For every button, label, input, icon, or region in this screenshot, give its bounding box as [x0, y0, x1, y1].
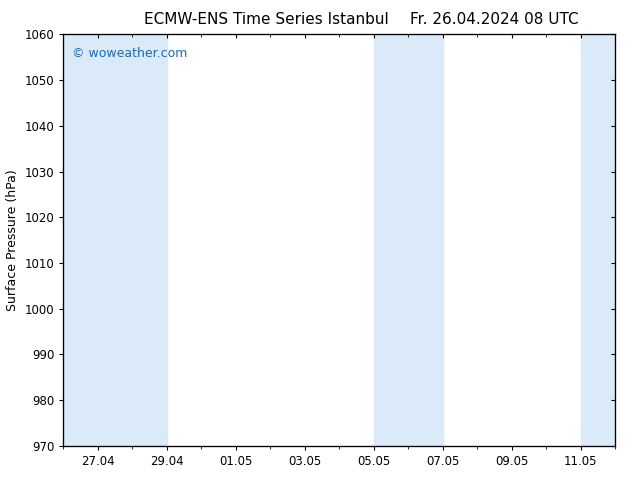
Text: ECMW-ENS Time Series Istanbul: ECMW-ENS Time Series Istanbul [144, 12, 389, 27]
Text: © woweather.com: © woweather.com [72, 47, 187, 60]
Bar [98, 34, 167, 446]
Bar [63, 34, 98, 446]
Bar [373, 34, 443, 446]
Text: Fr. 26.04.2024 08 UTC: Fr. 26.04.2024 08 UTC [410, 12, 579, 27]
Bar [581, 34, 615, 446]
Y-axis label: Surface Pressure (hPa): Surface Pressure (hPa) [6, 169, 19, 311]
